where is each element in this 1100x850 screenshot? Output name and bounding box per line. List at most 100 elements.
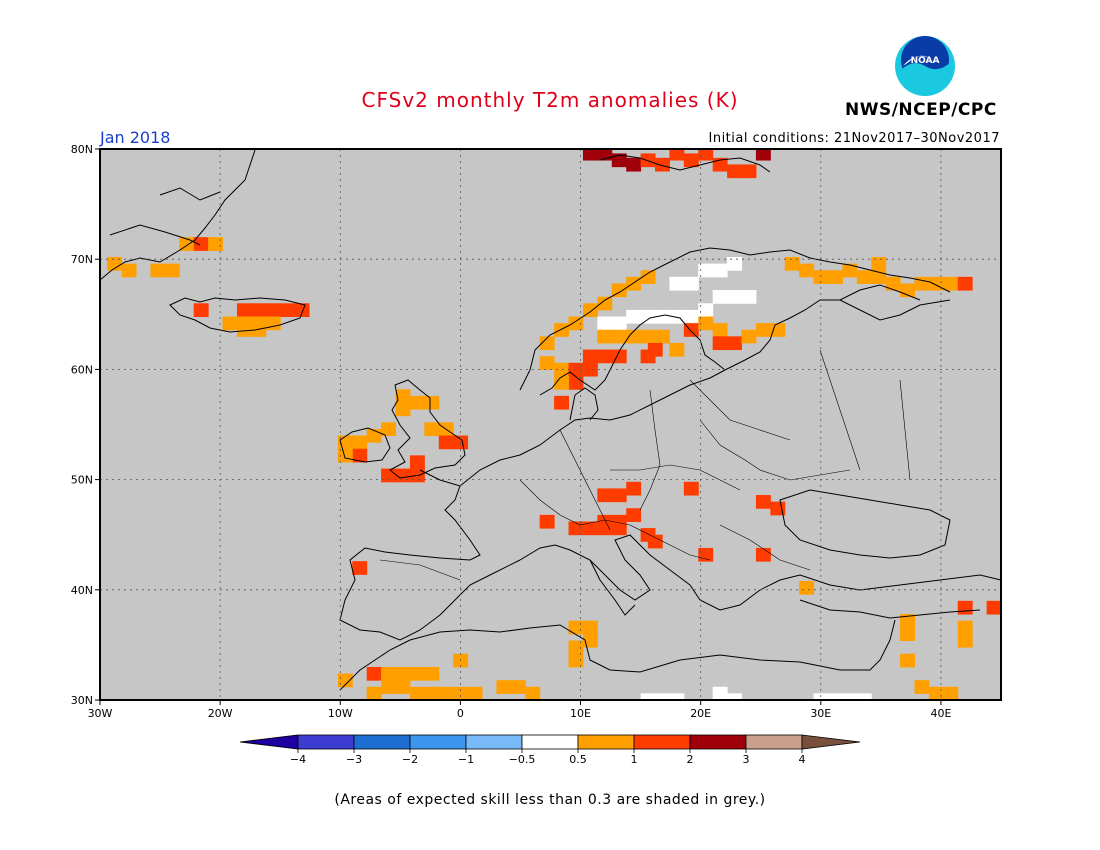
anomaly-cell (698, 547, 714, 562)
map-gridlines (100, 149, 1001, 700)
near-normal-cell (698, 303, 714, 318)
anomaly-cell (395, 468, 411, 483)
anomaly-cell (755, 149, 771, 161)
anomaly-cell (582, 633, 598, 648)
colorbar-label: −0.5 (509, 753, 536, 766)
anomaly-cell (453, 435, 469, 450)
anomaly-cell (856, 270, 872, 284)
anomaly-cell (150, 263, 166, 278)
anomaly-cell (409, 455, 425, 470)
colorbar-swatch (409, 734, 467, 750)
anomaly-cell (352, 435, 368, 450)
anomaly-cell (986, 600, 1001, 615)
anomaly-cell (928, 686, 944, 700)
anomaly-cell (871, 256, 887, 271)
anomaly-cell (871, 270, 887, 284)
anomaly-cell (597, 488, 613, 503)
anomaly-cell (900, 614, 916, 628)
colorbar-swatch (353, 734, 411, 750)
anomaly-cell (554, 376, 570, 390)
anomaly-cell (655, 157, 670, 172)
near-normal-cell (712, 290, 728, 304)
anomaly-cell (683, 153, 699, 168)
anomaly-cell (597, 329, 613, 344)
anomaly-cell (741, 329, 757, 344)
near-normal-cell (669, 309, 685, 324)
anomaly-cell (395, 666, 411, 681)
anomaly-cell (251, 303, 267, 318)
anomaly-cell (885, 276, 901, 291)
anomaly-cell (424, 686, 440, 700)
anomaly-cell (395, 680, 411, 694)
anomaly-cell (770, 501, 786, 516)
anomaly-cell (366, 686, 382, 700)
near-normal-cell (597, 316, 613, 331)
anomaly-cell (727, 336, 743, 351)
anomaly-cell (799, 580, 815, 595)
anomaly-cell (409, 666, 425, 681)
anomaly-cell (568, 376, 584, 390)
colorbar-swatch (465, 734, 523, 750)
colorbar-label: −1 (458, 753, 474, 766)
initial-conditions-label: Initial conditions: 21Nov2017–30Nov2017 (708, 131, 1000, 146)
anomaly-cell (799, 263, 815, 278)
anomaly-cell (755, 323, 771, 337)
anomaly-cell (395, 402, 411, 417)
anomaly-cell (784, 256, 800, 271)
anomaly-cell (741, 164, 757, 179)
anomaly-cell (640, 270, 656, 284)
anomaly-cell (582, 620, 598, 635)
near-normal-cell (683, 309, 699, 324)
near-normal-cell (741, 290, 757, 304)
anomaly-cell (395, 389, 411, 403)
anomaly-cell (424, 666, 440, 681)
anomaly-cell (712, 323, 728, 337)
anomaly-cell (424, 395, 440, 410)
anomaly-cell (626, 157, 642, 172)
agency-label: NWS/NCEP/CPC (845, 100, 997, 120)
map-background (100, 149, 1001, 700)
anomaly-cell (813, 270, 829, 284)
anomaly-cell (525, 686, 541, 700)
anomaly-cell (265, 303, 281, 318)
anomaly-cell (626, 508, 642, 522)
anomaly-cell (409, 686, 425, 700)
near-normal-cell (698, 263, 714, 278)
anomaly-cell (755, 547, 771, 562)
anomaly-cell (943, 686, 959, 700)
anomaly-cell (554, 323, 570, 337)
anomaly-cell (352, 561, 368, 575)
anomaly-cell (611, 153, 627, 168)
anomaly-cell (568, 521, 584, 536)
near-normal-cell (683, 276, 699, 291)
anomaly-cell (193, 237, 209, 251)
anomaly-cell (582, 149, 598, 161)
anomaly-cell (107, 256, 123, 271)
anomaly-cell (381, 468, 397, 483)
colorbar-label: 3 (743, 753, 750, 766)
near-normal-cell (842, 693, 858, 700)
anomaly-cell (698, 316, 714, 331)
colorbar-label: 4 (799, 753, 806, 766)
colorbar-swatch (577, 734, 635, 750)
lon-tick-label: 20E (690, 707, 711, 720)
anomaly-cell (294, 303, 310, 318)
colorbar-arrow-high (801, 734, 861, 750)
anomaly-cell (640, 329, 656, 344)
lat-tick-label: 60N (71, 363, 93, 376)
anomaly-cell (669, 149, 685, 161)
near-normal-cell (856, 693, 872, 700)
anomaly-cell (900, 653, 916, 668)
anomaly-cell (640, 153, 656, 168)
anomaly-cell (611, 283, 627, 298)
anomaly-cell (712, 336, 728, 351)
lon-tick-label: 40E (930, 707, 951, 720)
lon-tick-label: 30E (810, 707, 831, 720)
anomaly-cell (582, 521, 598, 536)
near-normal-cell (611, 316, 627, 331)
near-normal-cell (712, 263, 728, 278)
anomaly-cell (366, 666, 382, 681)
anomaly-cell (568, 316, 584, 331)
anomaly-cell (640, 349, 656, 364)
